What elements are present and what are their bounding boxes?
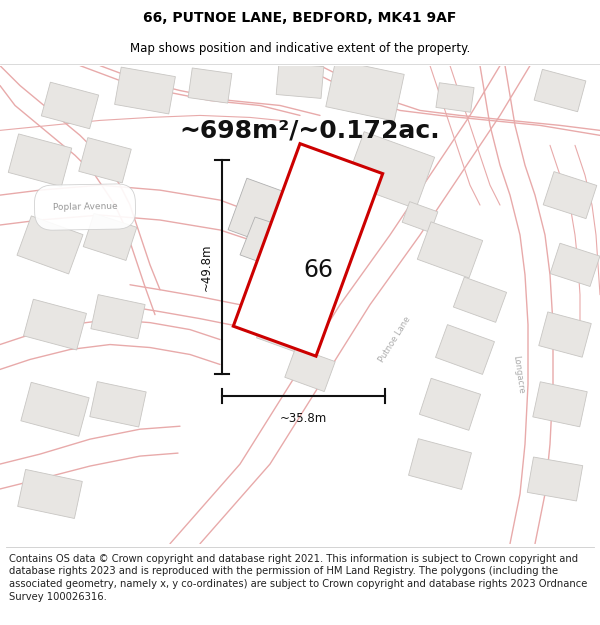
Polygon shape — [346, 132, 434, 209]
Text: Poplar Avenue: Poplar Avenue — [53, 202, 118, 212]
Text: ~35.8m: ~35.8m — [280, 412, 327, 425]
Polygon shape — [454, 277, 506, 322]
Polygon shape — [115, 67, 175, 114]
Text: 66: 66 — [303, 258, 333, 282]
Polygon shape — [17, 469, 82, 519]
Polygon shape — [534, 69, 586, 112]
Polygon shape — [228, 178, 308, 252]
Polygon shape — [418, 222, 482, 278]
Text: 66, PUTNOE LANE, BEDFORD, MK41 9AF: 66, PUTNOE LANE, BEDFORD, MK41 9AF — [143, 11, 457, 26]
Polygon shape — [550, 243, 600, 286]
Polygon shape — [21, 382, 89, 436]
Polygon shape — [436, 82, 474, 112]
Polygon shape — [17, 216, 83, 274]
Polygon shape — [436, 324, 494, 374]
Text: Longacre: Longacre — [511, 354, 525, 394]
Polygon shape — [402, 202, 438, 232]
Polygon shape — [79, 138, 131, 183]
Polygon shape — [409, 439, 472, 489]
Text: ~698m²/~0.172ac.: ~698m²/~0.172ac. — [179, 118, 440, 142]
Text: Putnoe Lane: Putnoe Lane — [377, 315, 413, 364]
Text: Map shows position and indicative extent of the property.: Map shows position and indicative extent… — [130, 42, 470, 55]
Polygon shape — [8, 134, 72, 187]
Polygon shape — [527, 457, 583, 501]
Polygon shape — [240, 217, 310, 275]
Polygon shape — [41, 82, 98, 129]
Polygon shape — [533, 382, 587, 427]
Polygon shape — [188, 68, 232, 103]
Polygon shape — [91, 294, 145, 339]
Polygon shape — [419, 378, 481, 430]
Polygon shape — [539, 312, 591, 358]
Polygon shape — [23, 299, 86, 350]
Polygon shape — [543, 172, 597, 219]
Polygon shape — [83, 214, 137, 261]
Polygon shape — [233, 144, 383, 356]
Polygon shape — [276, 62, 324, 98]
Text: ~49.8m: ~49.8m — [199, 244, 212, 291]
Polygon shape — [256, 305, 314, 354]
Text: Contains OS data © Crown copyright and database right 2021. This information is : Contains OS data © Crown copyright and d… — [9, 554, 587, 602]
Polygon shape — [285, 348, 335, 392]
Polygon shape — [90, 382, 146, 427]
Polygon shape — [326, 60, 404, 121]
